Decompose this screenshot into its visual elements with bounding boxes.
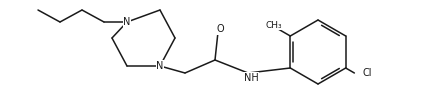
Text: CH₃: CH₃	[264, 20, 281, 30]
Text: NH: NH	[243, 73, 258, 83]
Text: O: O	[216, 24, 223, 34]
Text: N: N	[123, 17, 130, 27]
Text: N: N	[156, 61, 163, 71]
Text: Cl: Cl	[362, 68, 371, 78]
